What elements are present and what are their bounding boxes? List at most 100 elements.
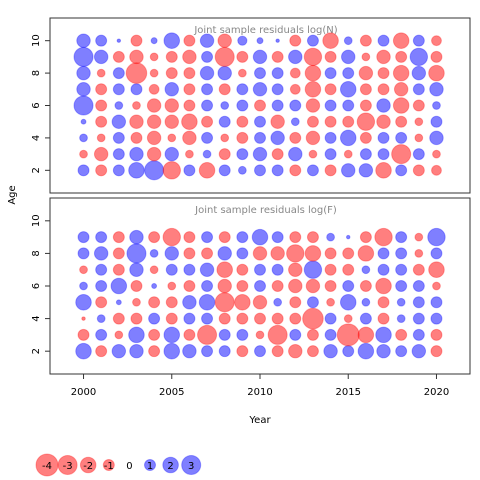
residual-bubble	[361, 52, 371, 62]
residual-bubble	[395, 263, 408, 276]
residual-bubble	[236, 131, 249, 144]
residual-bubble	[271, 312, 284, 325]
legend-bubble	[102, 459, 115, 471]
residual-bubble	[290, 117, 300, 127]
residual-bubble	[339, 294, 357, 311]
residual-bubble	[357, 342, 375, 360]
residual-bubble	[148, 312, 161, 325]
legend-bubble	[181, 454, 202, 476]
residual-bubble	[95, 115, 108, 128]
residual-bubble	[218, 312, 231, 325]
residual-bubble	[236, 115, 249, 128]
residual-bubble	[267, 324, 288, 345]
legend-bubble	[57, 454, 78, 476]
y-tick-label: 10	[31, 214, 42, 227]
residual-bubble	[95, 99, 108, 112]
residual-bubble	[182, 49, 197, 65]
residual-bubble	[374, 227, 393, 247]
residual-bubble	[271, 83, 284, 96]
residual-bubble	[164, 146, 180, 162]
residual-bubble	[377, 83, 390, 96]
residual-bubble	[164, 114, 180, 129]
residual-bubble	[324, 263, 337, 276]
residual-bubble	[201, 345, 214, 358]
residual-bubble	[302, 307, 324, 330]
residual-bubble	[304, 81, 322, 98]
residual-bubble	[357, 245, 375, 262]
residual-bubble	[234, 294, 251, 311]
x-tick-label: 2010	[247, 387, 272, 398]
residual-bubble	[217, 246, 232, 261]
residual-bubble	[130, 83, 143, 96]
residual-bubble	[306, 115, 319, 128]
residual-bubble	[412, 312, 425, 325]
residual-bubble	[395, 131, 408, 144]
residual-bubble	[342, 247, 355, 260]
residual-bubble	[271, 280, 284, 292]
residual-bubble	[236, 263, 249, 276]
residual-bubble	[289, 231, 302, 244]
residual-bubble	[324, 99, 337, 112]
x-tick-label: 2000	[71, 387, 96, 398]
residual-bubble	[130, 131, 143, 144]
residual-bubble	[148, 345, 161, 358]
residual-bubble	[359, 34, 372, 47]
residual-bubble	[201, 115, 214, 128]
residual-bubble	[128, 162, 145, 179]
residual-bubble	[395, 115, 408, 128]
residual-bubble	[322, 32, 339, 49]
residual-bubble	[237, 68, 247, 78]
residual-bubble	[358, 65, 374, 81]
residual-bubble	[201, 280, 214, 292]
residual-bubble	[183, 263, 196, 276]
residual-bubble	[251, 228, 269, 246]
residual-bubble	[148, 83, 160, 95]
residual-bubble	[218, 231, 231, 244]
residual-bubble	[93, 49, 109, 65]
residual-bubble	[377, 247, 390, 260]
residual-bubble	[305, 130, 321, 146]
residual-bubble	[237, 35, 248, 46]
residual-bubble	[343, 36, 353, 46]
residual-bubble	[214, 46, 235, 67]
residual-bubble	[150, 37, 158, 45]
legend-label: 3	[188, 461, 194, 472]
residual-bubble	[288, 146, 303, 162]
y-tick-label: 4	[31, 135, 42, 141]
residual-bubble	[76, 65, 91, 81]
residual-bubble	[236, 312, 249, 325]
residual-bubble	[95, 83, 108, 96]
legend-label: 0	[126, 461, 132, 472]
residual-bubble	[130, 280, 143, 292]
residual-bubble	[392, 97, 410, 114]
residual-bubble	[254, 164, 266, 177]
residual-bubble	[429, 130, 444, 146]
residual-bubble	[217, 278, 232, 294]
residual-bubble	[303, 260, 323, 279]
x-tick-label: 2015	[336, 387, 361, 398]
residual-bubble	[304, 64, 322, 82]
residual-bubble	[432, 101, 441, 110]
residual-bubble	[167, 133, 177, 143]
residual-bubble	[183, 247, 196, 260]
residual-bubble	[324, 328, 337, 341]
residual-bubble	[198, 294, 216, 311]
residual-bubble	[181, 113, 198, 130]
residual-bubble	[289, 99, 302, 112]
residual-bubble	[95, 280, 108, 292]
residual-bubble	[305, 278, 321, 294]
residual-bubble	[183, 164, 196, 177]
residual-bubble	[129, 146, 144, 162]
residual-bubble	[77, 247, 90, 260]
residual-bubble	[359, 131, 372, 144]
residual-bubble	[411, 65, 427, 81]
residual-bubble	[414, 249, 424, 258]
y-tick-label: 6	[31, 102, 42, 108]
residual-bubble	[130, 312, 143, 325]
residual-bubble	[376, 98, 391, 113]
residual-bubble	[427, 227, 446, 247]
residual-bubble	[163, 326, 181, 344]
residual-bubble	[375, 277, 392, 295]
residual-bubble	[182, 343, 197, 359]
residual-bubble	[128, 326, 145, 344]
